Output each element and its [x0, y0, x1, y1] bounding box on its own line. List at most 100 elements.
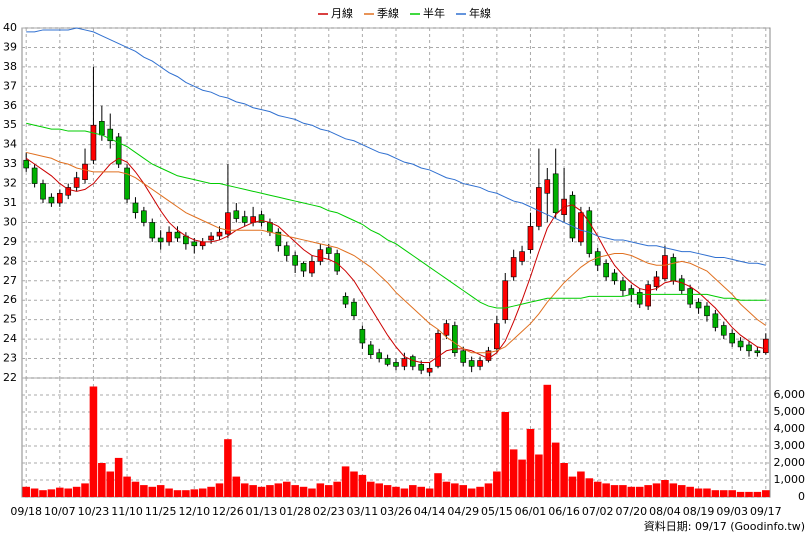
candle-body — [99, 121, 105, 136]
candle-body — [300, 262, 307, 272]
volume-bar — [156, 485, 165, 497]
legend-label: 季線 — [377, 6, 399, 20]
volume-bar — [677, 485, 686, 497]
volume-bar — [518, 459, 526, 497]
candle-body — [376, 352, 383, 359]
candle-body — [267, 222, 273, 233]
candle-body — [435, 332, 441, 367]
candle-body — [48, 196, 55, 204]
candle-body — [241, 216, 248, 223]
x-tick-label: 01/13 — [246, 505, 278, 518]
volume-bar — [669, 483, 678, 497]
volume-bar — [383, 485, 392, 497]
ma-line — [26, 151, 767, 354]
candle-body — [82, 163, 88, 180]
candle-body — [460, 350, 467, 363]
legend-label: 年線 — [469, 6, 491, 20]
candle-body — [309, 261, 315, 274]
y-tick-label: 32 — [3, 177, 17, 190]
candle-body — [695, 301, 702, 309]
candle-body — [762, 338, 769, 354]
volume-bar — [308, 488, 316, 497]
x-tick-label: 10/07 — [44, 505, 76, 518]
volume-bar — [526, 429, 535, 497]
volume-bar — [719, 490, 728, 497]
volume-bar — [266, 485, 274, 497]
y-tick-label: 30 — [3, 215, 17, 228]
x-tick-label: 10/23 — [78, 505, 110, 518]
volume-bar — [56, 487, 64, 497]
x-tick-label: 11/25 — [145, 505, 177, 518]
volume-bar — [114, 457, 123, 497]
x-tick-label: 01/28 — [279, 505, 311, 518]
candle-body — [359, 329, 366, 344]
volume-bar — [703, 488, 711, 497]
volume-bar — [249, 485, 257, 497]
volume-bar — [81, 483, 89, 497]
volume-bar — [173, 490, 182, 497]
y-tick-label: 22 — [3, 371, 17, 384]
volume-bar — [501, 412, 510, 497]
candle-body — [132, 202, 139, 214]
x-tick-label: 11/10 — [111, 505, 143, 518]
volume-bar — [30, 488, 39, 497]
candle-body — [199, 241, 206, 247]
volume-bar — [123, 476, 131, 497]
volume-bar — [425, 488, 434, 497]
x-tick-label: 06/01 — [515, 505, 547, 518]
legend-label: 半年 — [423, 6, 445, 20]
candle-body — [746, 344, 752, 352]
candle-body — [233, 210, 240, 219]
volume-bar — [442, 481, 451, 497]
candle-body — [552, 173, 559, 214]
volume-bar — [131, 481, 140, 497]
candle-body — [418, 364, 425, 371]
candle-body — [351, 301, 357, 317]
volume-bar — [728, 490, 736, 497]
candle-body — [317, 249, 324, 262]
volume-bar — [182, 490, 190, 497]
volume-bar — [215, 483, 224, 497]
ma-line — [26, 27, 766, 266]
x-tick-label: 08/04 — [649, 505, 681, 518]
volume-bar — [367, 481, 375, 497]
candle-body — [603, 262, 609, 278]
ma-line — [26, 122, 766, 309]
candle-body — [283, 245, 290, 256]
volume-bar — [543, 384, 552, 497]
y-tick-label: 37 — [3, 79, 17, 92]
volume-bar — [535, 454, 543, 497]
candle-body — [704, 305, 710, 317]
candle-body — [342, 296, 349, 305]
volume-bar — [22, 486, 30, 497]
volume-bar — [610, 485, 619, 497]
y-tick-label: 36 — [3, 99, 17, 112]
candle-body — [578, 212, 584, 243]
candle-body — [401, 358, 408, 367]
candle-body — [115, 136, 122, 165]
candle-body — [56, 192, 63, 204]
volume-bar — [459, 485, 468, 497]
volume-bar — [299, 486, 308, 497]
volume-bar — [711, 490, 720, 497]
volume-bar — [434, 473, 442, 497]
candle-body — [536, 187, 542, 227]
candle-body — [662, 255, 668, 280]
legend: 月線 季線 半年 年線 — [318, 6, 491, 20]
candle-body — [620, 280, 626, 291]
candle-body — [157, 237, 164, 243]
candle-body — [737, 340, 744, 348]
volume-bar — [694, 488, 703, 497]
candle-body — [426, 367, 433, 373]
volume-panel — [21, 377, 771, 498]
candle-body — [149, 222, 156, 239]
volume-bar — [762, 490, 770, 497]
volume-bar — [568, 476, 577, 497]
volume-bar — [585, 478, 594, 497]
y2-tick-label: 2,000 — [774, 456, 806, 469]
candle-body — [275, 231, 282, 247]
volume-bar — [358, 474, 367, 497]
volume-bar — [493, 471, 501, 497]
volume-bar — [64, 488, 73, 497]
y2-tick-label: 0 — [798, 490, 805, 503]
